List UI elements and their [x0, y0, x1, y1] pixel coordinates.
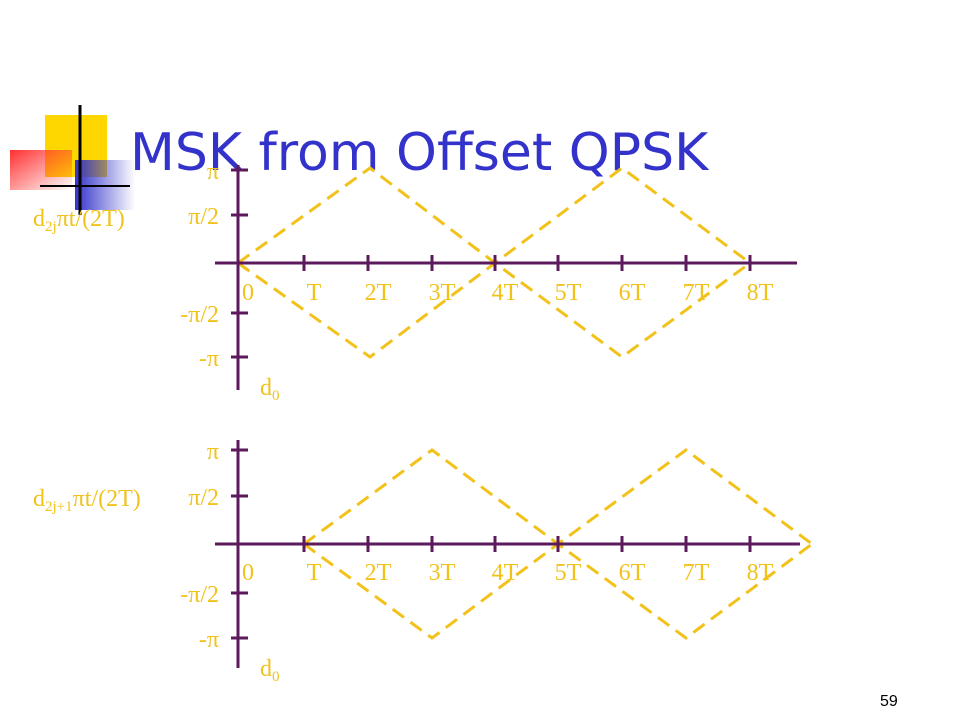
x-tick-label: 5T [555, 560, 582, 586]
x-tick-label: 3T [429, 560, 456, 586]
y-tick-label: π/2 [188, 204, 219, 230]
y-tick-label: -π [199, 346, 219, 372]
x-tick-label: 5T [555, 280, 582, 306]
origin-label: d0 [260, 656, 280, 685]
label-main: d [260, 375, 272, 401]
y-tick-label: π [207, 159, 219, 185]
x-tick-label: 8T [747, 560, 774, 586]
x-tick-label: 2T [365, 280, 392, 306]
x-tick-label: 4T [492, 560, 519, 586]
x-tick-label: 6T [619, 560, 646, 586]
x-tick-label: 2T [365, 560, 392, 586]
y-tick-label: -π/2 [180, 302, 219, 328]
label-main: d [33, 486, 45, 512]
label-sub: 2j+1 [45, 499, 73, 515]
label-sub: 0 [272, 388, 280, 404]
x-tick-label: T [307, 280, 322, 306]
label-rest: πt/(2T) [73, 486, 141, 512]
x-tick-label: 7T [683, 560, 710, 586]
label-rest: πt/(2T) [57, 206, 125, 232]
x-tick-label: 0 [242, 280, 254, 306]
x-tick-label: T [307, 560, 322, 586]
y-axis-label: d2j+1πt/(2T) [33, 486, 141, 515]
x-tick-label: 0 [242, 560, 254, 586]
y-tick-label: π [207, 439, 219, 465]
x-tick-label: 7T [683, 280, 710, 306]
y-tick-label: -π [199, 627, 219, 653]
label-main: d [260, 656, 272, 682]
page-number: 59 [880, 693, 898, 710]
label-sub: 2j [45, 219, 57, 235]
y-axis-label: d2jπt/(2T) [33, 206, 125, 235]
label-main: d [33, 206, 45, 232]
x-tick-label: 6T [619, 280, 646, 306]
logo-decoration [10, 105, 135, 215]
label-sub: 0 [272, 669, 280, 685]
y-tick-label: -π/2 [180, 582, 219, 608]
x-tick-label: 3T [429, 280, 456, 306]
x-tick-label: 4T [492, 280, 519, 306]
x-tick-label: 8T [747, 280, 774, 306]
y-tick-label: π/2 [188, 485, 219, 511]
origin-label: d0 [260, 375, 280, 404]
